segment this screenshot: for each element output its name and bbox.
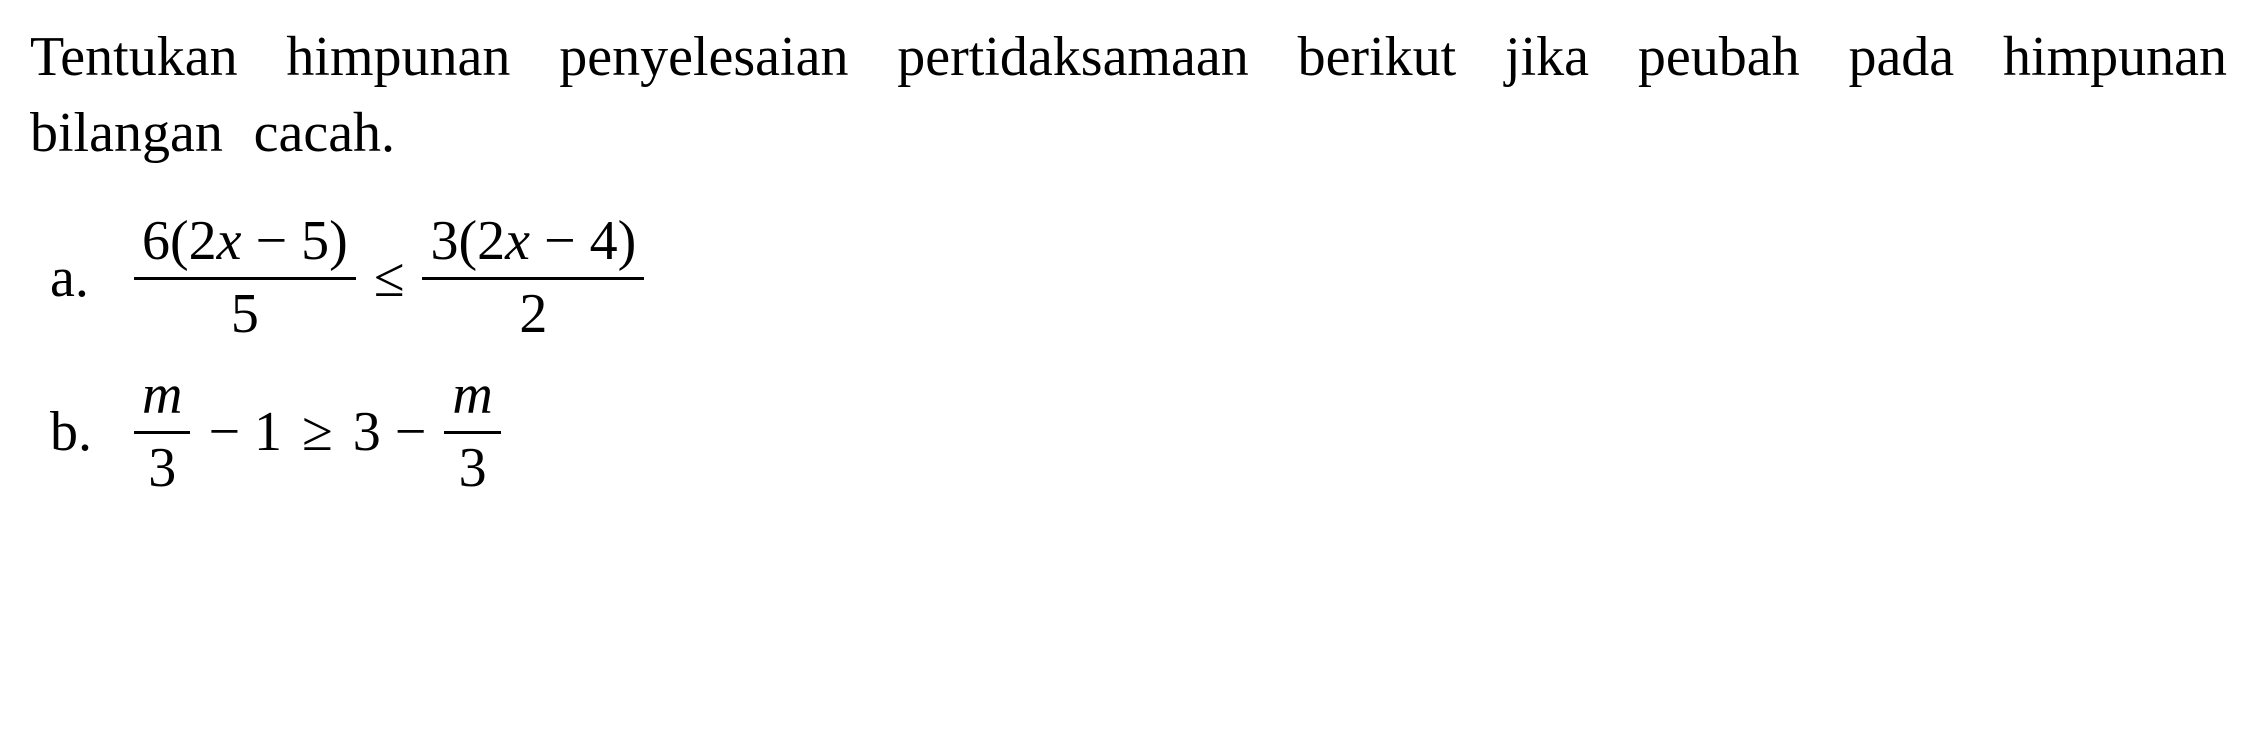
item-b-expression: m 3 − 1 ≥ 3 − m 3	[130, 365, 505, 499]
item-b-frac1-numerator: m	[134, 365, 190, 434]
item-b-frac2: m 3	[444, 365, 500, 499]
item-a-label: a.	[30, 246, 130, 310]
item-a: a. 6(2x − 5) 5 ≤ 3(2x − 4) 2	[30, 211, 2227, 345]
item-a-right-numerator: 3(2x − 4)	[422, 211, 644, 280]
item-a-left-denominator: 5	[223, 280, 267, 346]
item-b-frac2-denominator: 3	[451, 434, 495, 500]
item-a-right-denominator: 2	[511, 280, 555, 346]
item-b-operator: ≥	[296, 400, 339, 464]
item-b: b. m 3 − 1 ≥ 3 − m 3	[30, 365, 2227, 499]
item-b-frac1: m 3	[134, 365, 190, 499]
item-a-left-numerator: 6(2x − 5)	[134, 211, 356, 280]
item-b-minus1: − 1	[202, 400, 288, 464]
item-b-frac2-numerator: m	[444, 365, 500, 434]
problem-statement: Tentukan himpunan penyelesaian pertidaks…	[30, 20, 2227, 171]
item-a-left-fraction: 6(2x − 5) 5	[134, 211, 356, 345]
item-a-right-fraction: 3(2x − 4) 2	[422, 211, 644, 345]
item-b-label: b.	[30, 400, 130, 464]
item-b-frac1-denominator: 3	[140, 434, 184, 500]
items-list: a. 6(2x − 5) 5 ≤ 3(2x − 4) 2 b. m 3	[30, 211, 2227, 499]
item-a-expression: 6(2x − 5) 5 ≤ 3(2x − 4) 2	[130, 211, 648, 345]
item-a-operator: ≤	[368, 246, 411, 310]
item-b-three-minus: 3 −	[347, 400, 433, 464]
